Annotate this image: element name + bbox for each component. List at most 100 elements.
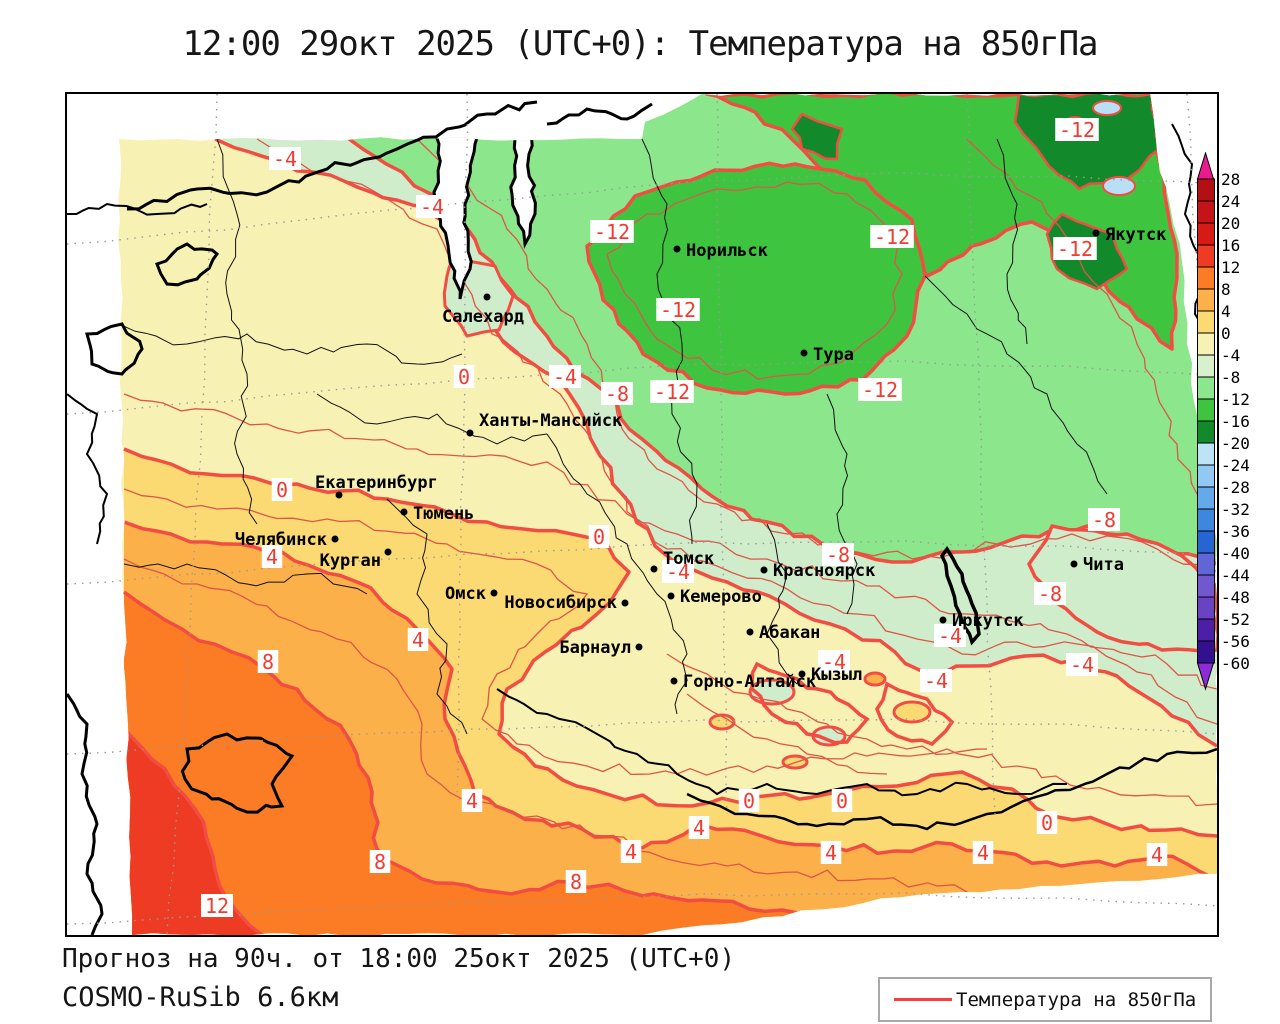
contour-label: -12 xyxy=(1055,118,1099,142)
city-dot xyxy=(335,491,343,499)
city-marker: Томск xyxy=(650,549,714,573)
city-marker: Екатеринбург xyxy=(315,473,438,499)
colorbar-box xyxy=(1197,574,1215,598)
city-dot xyxy=(746,628,754,636)
contour-label: 8 xyxy=(565,870,587,894)
city-marker: Абакан xyxy=(746,623,820,643)
city-label: Томск xyxy=(663,549,714,569)
city-label: Кызыл xyxy=(811,665,862,685)
city-dot xyxy=(1092,229,1100,237)
city-dot xyxy=(798,670,806,678)
legend-label: Температура на 850гПа xyxy=(956,988,1197,1011)
city-dot xyxy=(400,508,408,516)
colorbar-box xyxy=(1197,398,1215,422)
svg-text:12: 12 xyxy=(205,894,229,918)
contour-label: 0 xyxy=(1036,811,1058,835)
state-border-line xyxy=(496,688,1068,797)
colorbar-tick-label: -60 xyxy=(1221,654,1250,673)
svg-text:-4: -4 xyxy=(273,147,297,171)
svg-text:8: 8 xyxy=(374,850,386,874)
svg-text:0: 0 xyxy=(743,789,755,813)
city-label: Якутск xyxy=(1105,225,1166,245)
svg-text:-8: -8 xyxy=(605,382,629,406)
city-markers: Салехард Норильск Тура Якутск Ханты-Мансийск… xyxy=(235,225,1167,692)
state-border-line xyxy=(686,747,1217,831)
contour-label: -12 xyxy=(1053,237,1097,261)
contour-label: -4 xyxy=(416,195,448,219)
page-title: 12:00 29окт 2025 (UTC+0): Температура на… xyxy=(182,24,1098,64)
colorbar-box xyxy=(1197,464,1215,488)
svg-text:-12: -12 xyxy=(862,378,898,402)
city-label: Челябинск xyxy=(235,530,327,550)
colorbar-tick-label: -4 xyxy=(1221,346,1240,365)
svg-text:-4: -4 xyxy=(666,560,690,584)
svg-text:-12: -12 xyxy=(594,220,630,244)
graticule-lines xyxy=(67,94,1217,935)
city-marker: Омск xyxy=(445,584,498,604)
svg-text:8: 8 xyxy=(262,650,274,674)
city-label: Новосибирск xyxy=(504,593,617,613)
colorbar-tick-label: -56 xyxy=(1221,632,1250,651)
colorbar-tick-label: -8 xyxy=(1221,368,1240,387)
city-label: Чита xyxy=(1083,555,1124,575)
model-name-text: COSMO-RuSib 6.6км xyxy=(62,982,339,1013)
colorbar-box xyxy=(1197,508,1215,532)
contour-label: 12 xyxy=(201,894,233,918)
svg-text:-12: -12 xyxy=(654,380,690,404)
contour-label: -12 xyxy=(870,225,914,249)
colorbar-tick-label: 28 xyxy=(1221,170,1240,189)
contour-label: 8 xyxy=(257,650,279,674)
city-label: Курган xyxy=(320,551,381,571)
city-label: Екатеринбург xyxy=(315,473,438,493)
svg-text:4: 4 xyxy=(266,545,278,569)
temperature-colorbar: 28 24 20 16 12 8 4 0 -4 -8 -12 -16 -20 -24 -28 -32 -36 -4… xyxy=(1196,151,1276,698)
colorbar-box xyxy=(1197,266,1215,290)
contour-labels: -4 -4 -12 -12 -12 -12 -12 0 -4 -8 -12 -12 0 0 4 -8 -8 -8 -… xyxy=(201,118,1168,918)
contour-label: -12 xyxy=(650,380,694,404)
colorbar-tick-label: 16 xyxy=(1221,236,1240,255)
city-label: Красноярск xyxy=(773,561,875,581)
city-dot xyxy=(650,565,658,573)
colorbar-tick-label: -40 xyxy=(1221,544,1250,563)
svg-text:-4: -4 xyxy=(938,624,962,648)
svg-text:-4: -4 xyxy=(420,195,444,219)
city-marker: Норильск xyxy=(673,241,768,261)
colorbar-box xyxy=(1197,420,1215,444)
svg-text:4: 4 xyxy=(412,628,424,652)
city-dot xyxy=(800,349,808,357)
contour-label: -4 xyxy=(1066,653,1098,677)
contour-label: -4 xyxy=(269,147,301,171)
colorbar-tick-label: 20 xyxy=(1221,214,1240,233)
contour-label: -8 xyxy=(1034,582,1066,606)
svg-text:0: 0 xyxy=(836,789,848,813)
city-marker: Курган xyxy=(320,548,392,571)
colorbar-tick-label: 24 xyxy=(1221,192,1240,211)
colorbar-box xyxy=(1197,200,1215,224)
city-marker: Кемерово xyxy=(667,587,762,607)
contour-label: 4 xyxy=(688,816,710,840)
city-label: Ханты-Мансийск xyxy=(479,411,622,431)
city-label: Кемерово xyxy=(680,587,762,607)
contour-label: -12 xyxy=(858,378,902,402)
city-marker: Иркутск xyxy=(939,611,1024,631)
colorbar-tick-label: -44 xyxy=(1221,566,1250,585)
city-marker: Тюмень xyxy=(400,504,474,524)
colorbar-tick-label: -12 xyxy=(1221,390,1250,409)
city-dot xyxy=(673,245,681,253)
colorbar-box xyxy=(1197,596,1215,620)
contour-label: 4 xyxy=(972,841,994,865)
city-marker: Новосибирск xyxy=(504,593,629,613)
city-dot xyxy=(667,592,675,600)
city-dot xyxy=(384,548,392,556)
colorbar-box xyxy=(1197,244,1215,268)
svg-text:8: 8 xyxy=(570,870,582,894)
city-dot xyxy=(490,589,498,597)
svg-text:0: 0 xyxy=(593,525,605,549)
svg-text:-12: -12 xyxy=(874,225,910,249)
colorbar-tick-label: -24 xyxy=(1221,456,1250,475)
colorbar-tick-label: 12 xyxy=(1221,258,1240,277)
colorbar-tick-label: -20 xyxy=(1221,434,1250,453)
contour-label: 0 xyxy=(271,478,293,502)
city-marker: Кызыл xyxy=(798,665,862,685)
